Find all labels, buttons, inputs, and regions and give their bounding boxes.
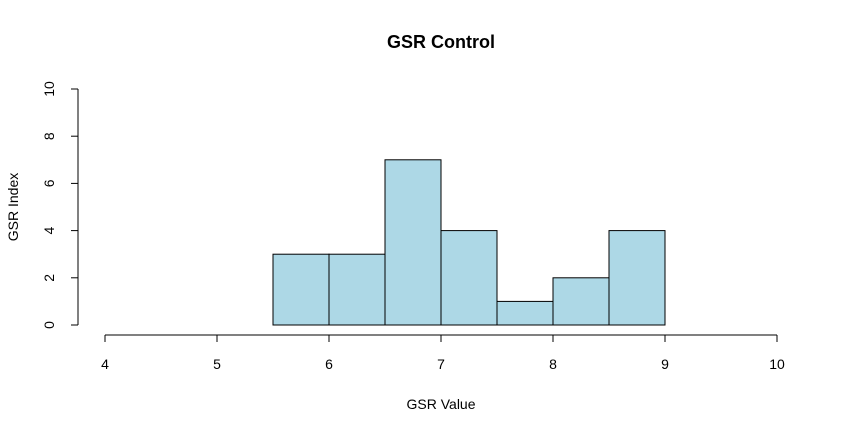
- x-tick-label-0: 4: [101, 356, 109, 372]
- histogram-bar-6: [608, 230, 666, 326]
- histogram-bar-4: [496, 300, 554, 326]
- histogram-bar-0: [272, 253, 330, 326]
- x-tick-label-1: 5: [213, 356, 221, 372]
- x-tick-label-2: 6: [325, 356, 333, 372]
- chart-title: GSR Control: [387, 32, 495, 52]
- y-tick-label-2: 4: [41, 226, 57, 234]
- y-tick-label-1: 2: [41, 274, 57, 282]
- y-axis-label: GSR Index: [5, 173, 21, 241]
- x-tick-label-3: 7: [437, 356, 445, 372]
- histogram-bar-2: [384, 159, 442, 326]
- y-axis: 0 2 4 6 8 10: [41, 81, 79, 329]
- y-tick-label-4: 8: [41, 132, 57, 140]
- histogram-bar-1: [328, 253, 386, 326]
- histogram-bar-3: [440, 230, 498, 326]
- histogram-bar-5: [552, 277, 610, 326]
- x-tick-label-5: 9: [661, 356, 669, 372]
- bars-group: [272, 159, 666, 326]
- y-tick-label-0: 0: [41, 321, 57, 329]
- x-tick-label-6: 10: [769, 356, 785, 372]
- y-tick-label-5: 10: [41, 81, 57, 97]
- x-tick-label-4: 8: [549, 356, 557, 372]
- y-tick-label-3: 6: [41, 179, 57, 187]
- x-axis-label: GSR Value: [407, 396, 476, 412]
- x-axis: 4 5 6 7 8 9 10: [101, 334, 785, 372]
